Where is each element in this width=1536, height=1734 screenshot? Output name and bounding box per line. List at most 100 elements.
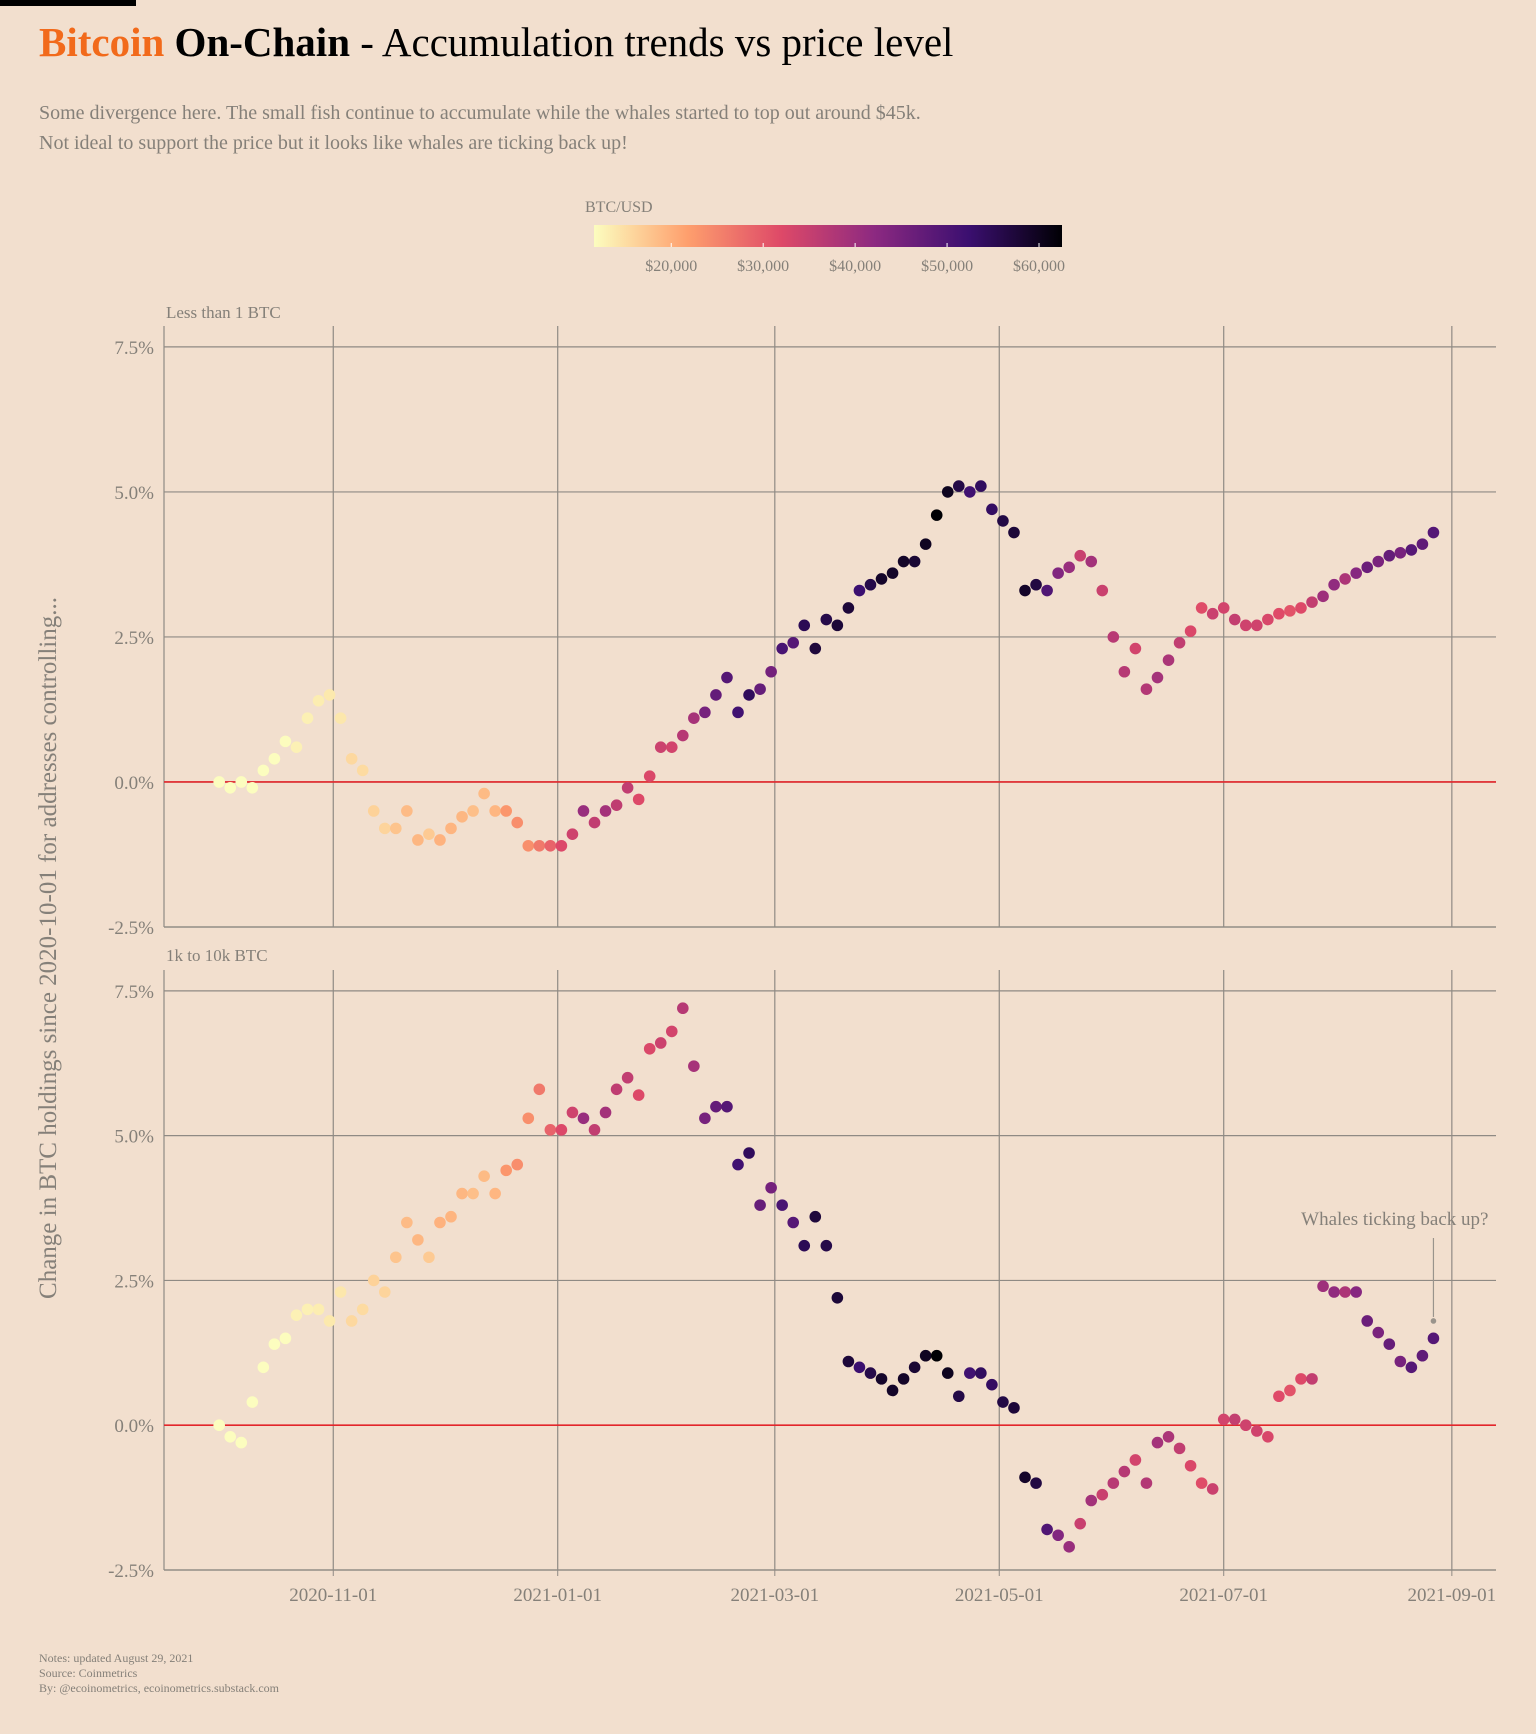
- data-point: [1350, 1286, 1362, 1298]
- data-point: [1063, 561, 1075, 574]
- note: Source: Coinmetrics: [39, 1666, 138, 1680]
- data-point: [235, 776, 248, 788]
- data-point: [1317, 590, 1329, 603]
- data-point: [677, 729, 689, 742]
- data-point: [897, 1373, 910, 1385]
- data-point: [1140, 683, 1153, 695]
- data-point: [820, 1239, 833, 1252]
- data-point: [1251, 619, 1263, 632]
- data-point: [445, 822, 457, 835]
- data-point: [699, 706, 711, 719]
- data-point: [1151, 1436, 1164, 1449]
- data-point: [798, 619, 811, 632]
- data-point: [1427, 1332, 1440, 1345]
- data-point: [809, 642, 822, 655]
- data-point: [390, 1251, 402, 1264]
- data-point: [268, 1338, 281, 1350]
- data-point: [930, 509, 943, 521]
- data-point: [290, 1309, 303, 1321]
- title-highlight: Bitcoin: [39, 19, 164, 65]
- data-point: [997, 515, 1009, 527]
- data-point: [533, 839, 546, 852]
- data-point: [445, 1210, 457, 1223]
- data-point: [1151, 671, 1164, 684]
- data-point: [1085, 1494, 1098, 1507]
- data-point: [1162, 654, 1175, 666]
- data-point: [1239, 1419, 1252, 1432]
- data-point: [875, 573, 888, 585]
- subtitle: Some divergence here. The small fish con…: [39, 102, 921, 124]
- data-point: [1284, 1384, 1296, 1397]
- data-point: [1228, 613, 1241, 626]
- data-point: [886, 1384, 899, 1397]
- data-point: [257, 764, 270, 777]
- data-point: [246, 1396, 259, 1408]
- data-point: [908, 555, 921, 568]
- data-point: [710, 689, 722, 701]
- data-point: [986, 1378, 998, 1391]
- data-point: [1383, 1338, 1396, 1350]
- y-tick-label: 2.5%: [114, 1271, 154, 1292]
- data-point: [257, 1361, 270, 1374]
- data-point: [721, 1100, 733, 1113]
- data-point: [566, 1106, 579, 1119]
- data-point: [864, 1367, 877, 1379]
- colorbar-tick-label: $30,000: [737, 258, 789, 275]
- data-point: [345, 752, 358, 765]
- data-point: [621, 781, 634, 794]
- title-text: - Accumulation trends vs price level: [360, 19, 953, 65]
- data-point: [312, 1303, 325, 1316]
- data-point: [986, 503, 998, 516]
- data-point: [301, 1303, 314, 1316]
- data-point: [853, 1361, 866, 1374]
- data-point: [290, 741, 303, 753]
- data-point: [908, 1361, 921, 1374]
- data-point: [1416, 538, 1429, 550]
- data-point: [1195, 602, 1208, 614]
- data-point: [1372, 1326, 1385, 1339]
- data-point: [423, 1251, 435, 1264]
- data-point: [246, 781, 259, 794]
- data-point: [213, 1419, 225, 1432]
- data-point: [1019, 584, 1031, 597]
- data-point: [1273, 1390, 1285, 1403]
- data-point: [1129, 642, 1142, 655]
- data-point: [356, 764, 369, 777]
- data-point: [997, 1396, 1009, 1408]
- x-tick-label: 2021-01-01: [513, 1585, 602, 1606]
- data-point: [301, 712, 314, 724]
- data-point: [886, 567, 899, 579]
- data-point: [831, 1291, 844, 1304]
- data-point: [754, 683, 766, 695]
- data-point: [1306, 1373, 1318, 1385]
- y-tick-label: 0.0%: [114, 773, 154, 794]
- data-point: [1350, 567, 1362, 579]
- data-point: [522, 839, 535, 852]
- data-point: [334, 1286, 347, 1298]
- data-point: [401, 805, 413, 817]
- data-point: [1173, 1442, 1186, 1455]
- data-point: [952, 1390, 965, 1403]
- data-point: [412, 834, 424, 846]
- data-point: [1372, 555, 1385, 568]
- data-point: [787, 636, 800, 649]
- data-point: [688, 1060, 700, 1072]
- data-point: [941, 1367, 954, 1379]
- data-point: [1008, 1402, 1020, 1414]
- data-point: [235, 1436, 248, 1449]
- data-point: [500, 1164, 512, 1177]
- data-point: [710, 1100, 722, 1113]
- y-tick-label: 5.0%: [114, 483, 154, 504]
- y-tick-label: 0.0%: [114, 1416, 154, 1437]
- data-point: [555, 839, 568, 852]
- data-point: [964, 1367, 976, 1379]
- data-point: [677, 1002, 689, 1015]
- data-point: [897, 555, 910, 568]
- data-point: [776, 642, 788, 655]
- data-point: [1262, 1430, 1274, 1443]
- data-point: [853, 584, 866, 597]
- data-point: [831, 619, 844, 632]
- data-point: [268, 752, 281, 765]
- colorbar-tick-label: $50,000: [921, 258, 973, 275]
